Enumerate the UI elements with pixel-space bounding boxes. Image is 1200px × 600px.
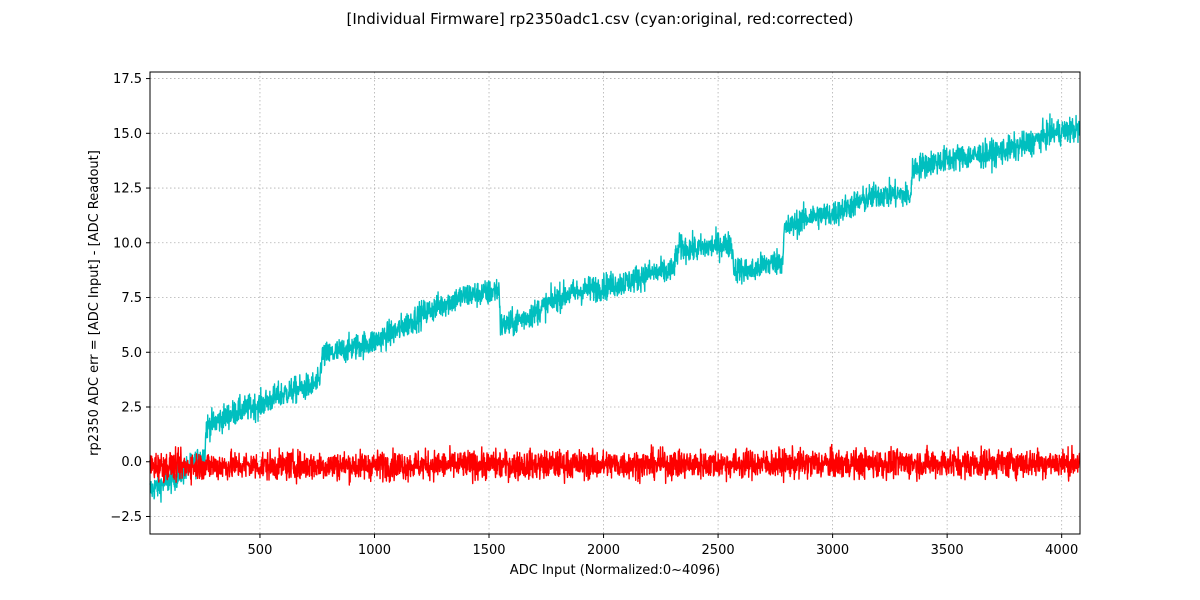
y-tick-label: 10.0 [113,236,142,251]
series-corrected-line [149,443,1081,486]
x-tick-label: 2000 [587,543,620,558]
y-tick-label: −2.5 [110,510,142,525]
x-tick-label: 1500 [472,543,505,558]
y-tick-label: 0.0 [121,455,142,470]
x-tick-label: 2500 [702,543,735,558]
series-group [149,113,1081,503]
x-axis-label: ADC Input (Normalized:0~4096) [510,563,720,578]
plot-frame [149,71,1081,535]
x-tick-label: 1000 [358,543,391,558]
x-tick-label: 500 [248,543,273,558]
x-tick-label: 3500 [931,543,964,558]
y-tick-label: 17.5 [113,72,142,87]
y-axis: −2.5 0.0 2.5 5.0 7.5 10.0 12.5 15.0 17.5 [110,72,150,525]
y-tick-label: 5.0 [121,346,142,361]
y-axis-label: rp2350 ADC err = [ADC Input] - [ADC Read… [87,150,102,456]
x-tick-label: 4000 [1045,543,1078,558]
y-tick-label: 15.0 [113,127,142,142]
x-tick-label: 3000 [816,543,849,558]
y-tick-label: 12.5 [113,182,142,197]
x-axis: 500 1000 1500 2000 2500 3000 3500 4000 [248,534,1078,558]
y-tick-label: 7.5 [121,291,142,306]
chart-title: [Individual Firmware] rp2350adc1.csv (cy… [347,10,854,28]
series-original-line [149,113,1081,503]
y-tick-label: 2.5 [121,401,142,416]
